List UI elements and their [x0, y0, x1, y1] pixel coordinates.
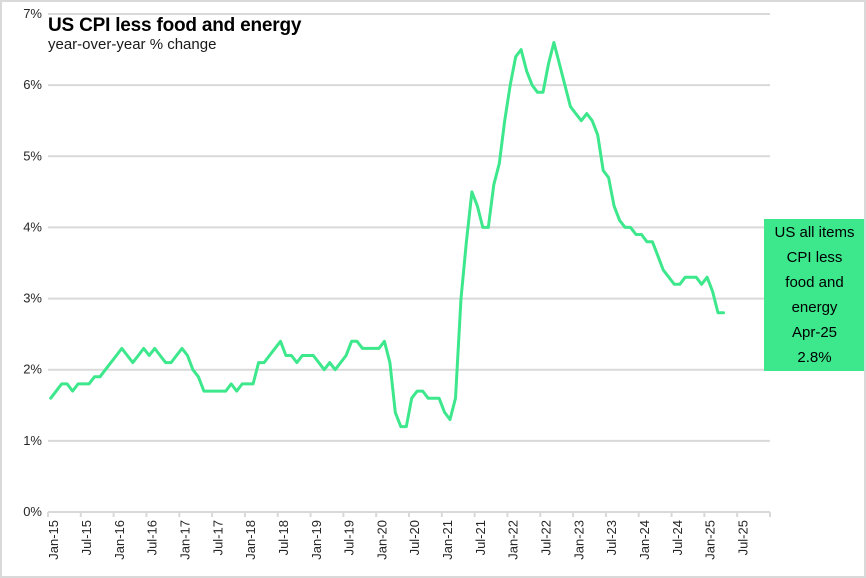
callout-line: energy: [791, 299, 838, 316]
y-axis-label: 5%: [23, 148, 42, 163]
callout-line: food and: [785, 274, 844, 291]
y-axis-label: 2%: [23, 362, 42, 377]
callout-line: US all items: [774, 224, 855, 241]
y-axis-label: 7%: [23, 6, 42, 21]
x-axis-label: Jan-24: [637, 520, 652, 560]
y-axis-label: 3%: [23, 291, 42, 306]
x-axis-label: Jul-19: [342, 520, 357, 555]
x-axis-label: Jan-22: [506, 520, 521, 560]
x-axis-label: Jul-20: [407, 520, 422, 555]
x-axis-label: Jan-21: [440, 520, 455, 560]
y-axis-label: 1%: [23, 433, 42, 448]
x-axis-label: Jan-25: [703, 520, 718, 560]
x-axis-label: Jul-24: [670, 520, 685, 555]
x-axis-label: Jan-20: [374, 520, 389, 560]
callout-line: Apr-25: [791, 324, 838, 341]
y-axis-label: 0%: [23, 504, 42, 519]
cpi-line: [49, 41, 725, 429]
y-axis-label: 4%: [23, 219, 42, 234]
x-axis-label: Jan-19: [309, 520, 324, 560]
x-axis-label: Jul-22: [539, 520, 554, 555]
x-axis-label: Jul-15: [79, 520, 94, 555]
x-axis-label: Jan-17: [178, 520, 193, 560]
latest-value-callout: US all items CPI less food and energy Apr-25…: [764, 219, 864, 371]
y-axis-label: 6%: [23, 77, 42, 92]
chart-subtitle: year-over-year % change: [48, 36, 217, 53]
x-axis-label: Jan-18: [243, 520, 258, 560]
x-axis-label: Jul-25: [735, 520, 750, 555]
x-axis-label: Jul-23: [604, 520, 619, 555]
x-axis-label: Jan-15: [46, 520, 61, 560]
x-axis-label: Jan-23: [571, 520, 586, 560]
chart-title: US CPI less food and energy: [48, 15, 302, 36]
x-axis-label: Jan-16: [112, 520, 127, 560]
x-axis-label: Jul-21: [473, 520, 488, 555]
x-axis-label: Jul-17: [210, 520, 225, 555]
callout-line: CPI less: [786, 249, 843, 266]
x-axis-label: Jul-16: [145, 520, 160, 555]
x-axis-label: Jul-18: [276, 520, 291, 555]
callout-line: 2.8%: [797, 349, 832, 366]
